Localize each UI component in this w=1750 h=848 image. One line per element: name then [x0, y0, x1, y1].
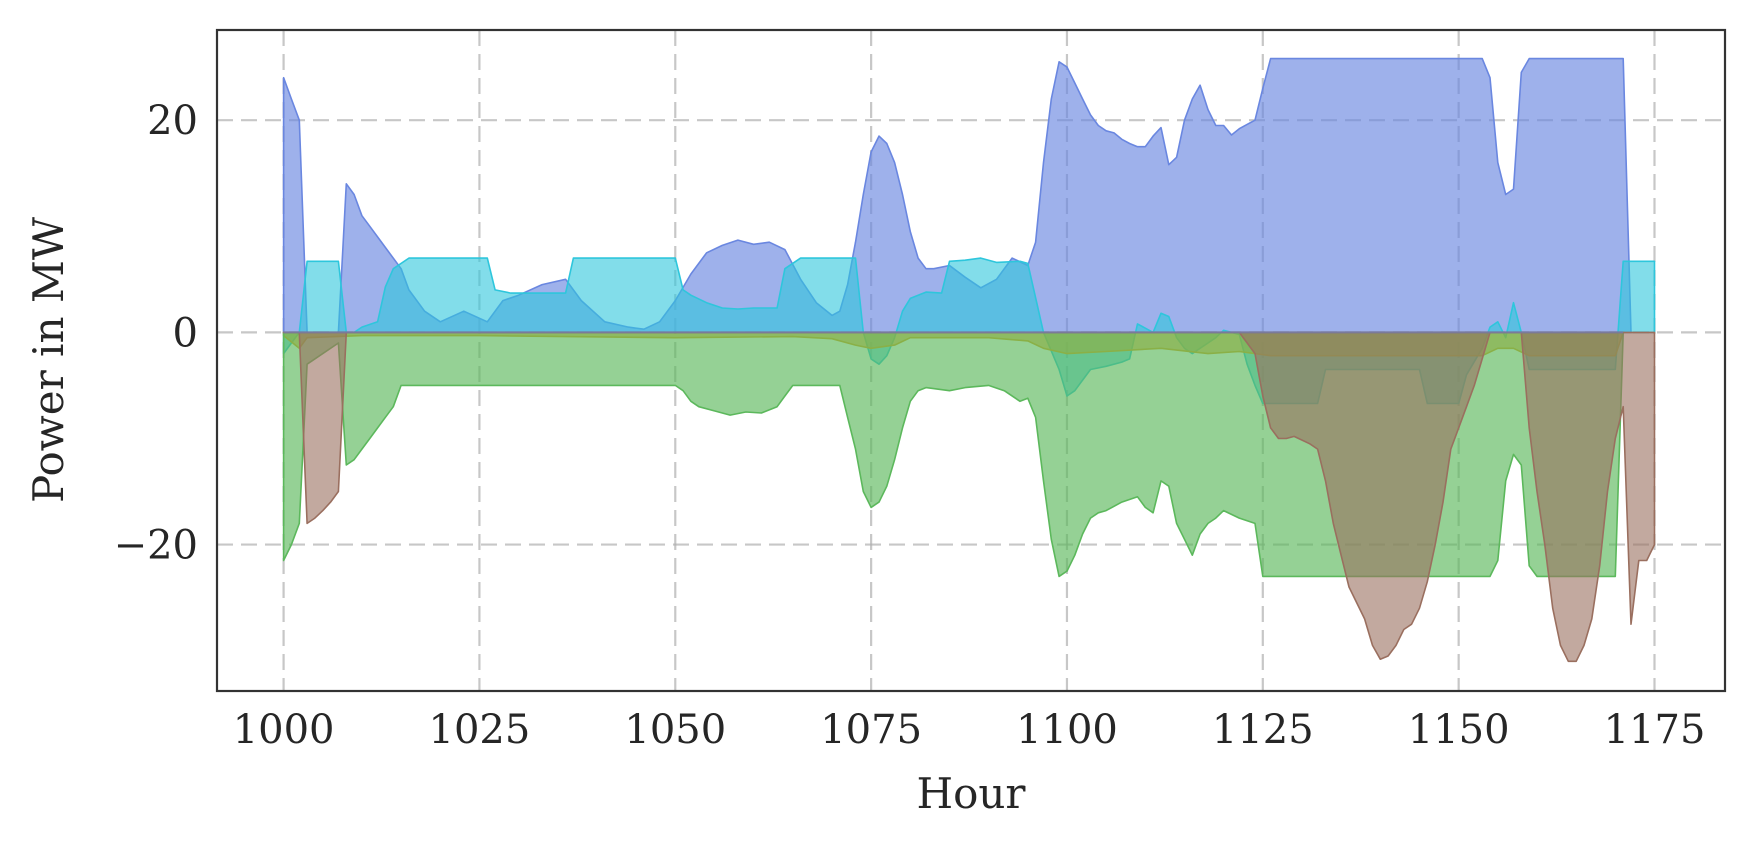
x-tick-label: 1125 [1212, 707, 1314, 753]
x-tick-label: 1000 [233, 707, 335, 753]
y-tick-labels: 20 0 −20 [114, 98, 198, 568]
y-tick-label: 0 [173, 310, 198, 356]
y-axis-label: Power in MW [24, 216, 73, 503]
series-area-5 [282, 331, 1656, 663]
x-axis-label: Hour [916, 769, 1026, 818]
x-tick-label: 1050 [624, 707, 726, 753]
x-tick-label: 1100 [1016, 707, 1118, 753]
y-tick-label: 20 [147, 98, 198, 144]
x-tick-label: 1150 [1408, 707, 1510, 753]
x-tick-labels: 1000 1025 1050 1075 1100 1125 1150 1175 [233, 707, 1706, 753]
x-tick-label: 1025 [429, 707, 531, 753]
y-tick-label: −20 [114, 523, 198, 569]
series-layer [282, 57, 1656, 663]
plot-frame [215, 28, 1727, 693]
x-tick-label: 1075 [820, 707, 922, 753]
x-tick-label: 1175 [1604, 707, 1706, 753]
